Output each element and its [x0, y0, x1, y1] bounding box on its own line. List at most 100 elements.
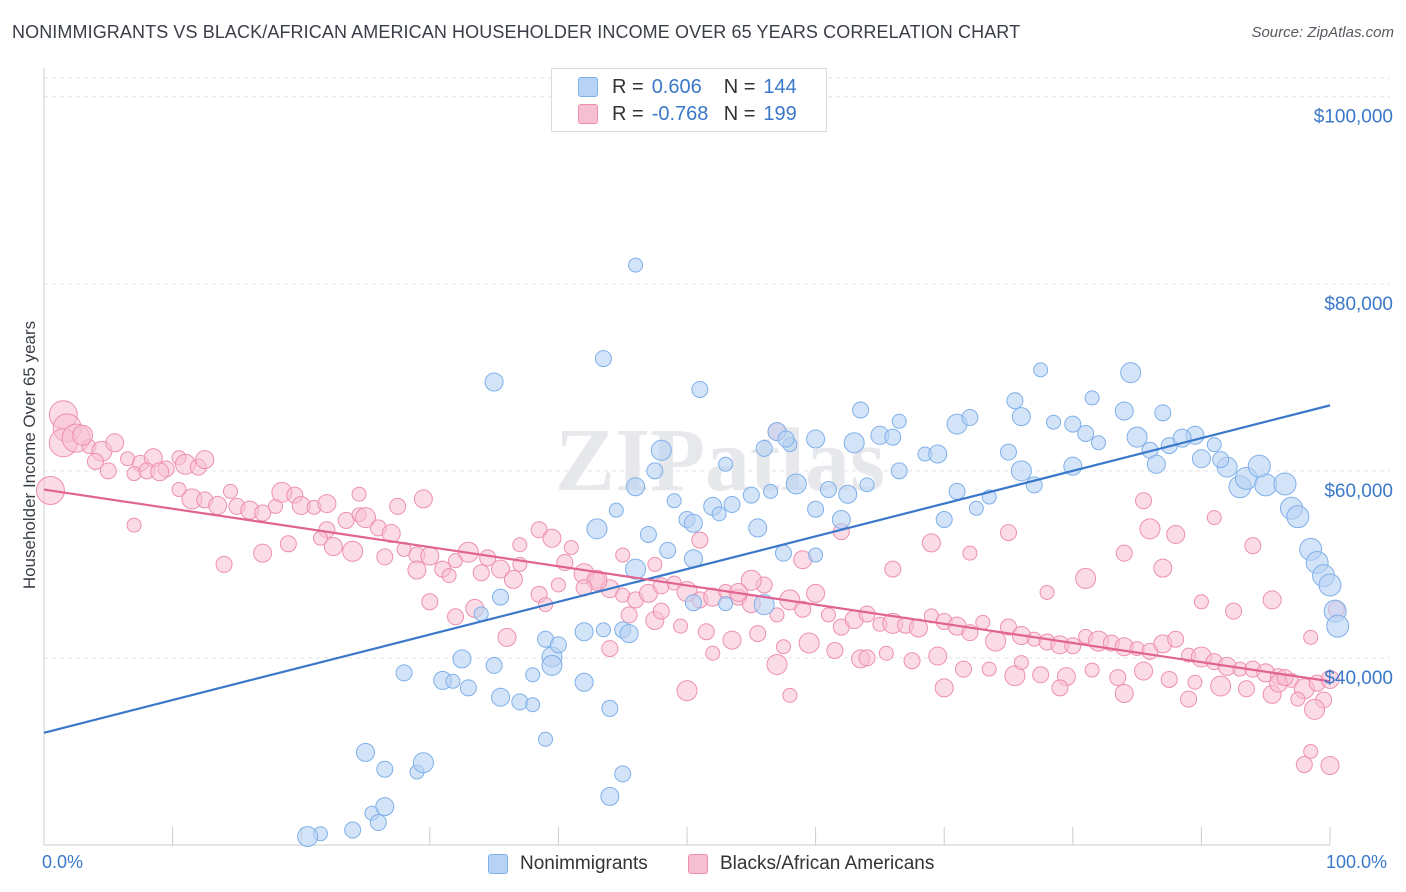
data-point-blacks: [1276, 669, 1294, 687]
data-point-blacks: [1114, 683, 1134, 703]
data-point-nonimmigrants: [452, 649, 472, 669]
data-point-blacks: [126, 517, 142, 533]
data-point-blacks: [601, 640, 619, 658]
data-point-blacks: [740, 569, 762, 591]
data-point-blacks: [503, 569, 523, 589]
data-point-nonimmigrants: [884, 428, 902, 446]
data-point-blacks: [1237, 680, 1255, 698]
data-point-blacks: [1000, 524, 1017, 542]
data-point-nonimmigrants: [859, 477, 875, 493]
data-point-nonimmigrants: [1326, 614, 1350, 638]
data-point-blacks: [1051, 679, 1069, 697]
data-point-nonimmigrants: [891, 413, 907, 429]
data-point-nonimmigrants: [344, 821, 362, 839]
data-point-blacks: [884, 560, 902, 578]
data-point-nonimmigrants: [890, 462, 908, 480]
data-point-blacks: [620, 606, 638, 624]
data-point-nonimmigrants: [511, 693, 529, 711]
data-point-blacks: [317, 494, 337, 514]
data-point-blacks: [769, 607, 785, 623]
y-tick-label: $80,000: [1324, 294, 1393, 315]
bottom-legend-label: Blacks/African Americans: [720, 853, 935, 874]
data-point-blacks: [195, 450, 215, 470]
data-point-blacks: [472, 564, 490, 582]
data-point-blacks: [222, 483, 238, 499]
data-point-blacks: [766, 653, 788, 675]
data-point-nonimmigrants: [774, 544, 792, 562]
data-point-blacks: [254, 504, 272, 522]
data-point-nonimmigrants: [1318, 573, 1342, 597]
data-point-blacks: [1295, 756, 1313, 774]
data-point-nonimmigrants: [491, 687, 511, 707]
data-point-nonimmigrants: [646, 462, 664, 480]
data-point-blacks: [99, 462, 117, 480]
source-label: Source: ZipAtlas.com: [1251, 24, 1394, 41]
data-point-blacks: [530, 521, 548, 539]
data-point-nonimmigrants: [843, 432, 865, 454]
data-point-blacks: [208, 495, 228, 515]
n-label: N =: [723, 102, 756, 125]
data-point-nonimmigrants: [928, 444, 948, 464]
data-point-blacks: [722, 630, 742, 650]
data-point-blacks: [389, 497, 407, 515]
data-point-blacks: [962, 545, 978, 561]
x-tick-max: 100.0%: [1326, 852, 1388, 872]
r-label: R =: [612, 75, 644, 98]
series-nonimmigrants-points: [297, 257, 1350, 848]
data-point-nonimmigrants: [691, 380, 709, 398]
data-point-nonimmigrants: [831, 509, 851, 529]
data-point-nonimmigrants: [819, 481, 837, 499]
data-point-blacks: [1303, 629, 1319, 645]
gridlines: [44, 77, 1390, 659]
data-point-nonimmigrants: [473, 606, 489, 622]
data-point-nonimmigrants: [755, 439, 773, 457]
data-point-nonimmigrants: [375, 797, 395, 817]
data-point-blacks: [420, 546, 440, 566]
data-point-nonimmigrants: [742, 486, 760, 504]
data-point-blacks: [253, 543, 273, 563]
data-point-blacks: [1115, 544, 1133, 562]
data-point-blacks: [934, 678, 954, 698]
n-label: N =: [723, 75, 756, 98]
data-point-blacks: [775, 639, 791, 655]
data-point-blacks: [1139, 518, 1161, 540]
data-point-nonimmigrants: [718, 456, 734, 472]
data-point-blacks: [407, 560, 427, 580]
data-point-nonimmigrants: [485, 656, 503, 674]
data-point-nonimmigrants: [549, 636, 567, 654]
data-point-blacks: [1225, 602, 1243, 620]
data-point-blacks: [1075, 567, 1097, 589]
data-point-blacks: [171, 482, 187, 498]
y-tick-label: $40,000: [1324, 668, 1393, 689]
data-point-nonimmigrants: [711, 506, 727, 522]
data-point-blacks: [806, 583, 826, 603]
data-point-nonimmigrants: [1191, 449, 1211, 469]
data-point-nonimmigrants: [806, 429, 826, 449]
data-point-nonimmigrants: [369, 814, 387, 832]
data-point-blacks: [878, 645, 894, 661]
data-point-blacks: [975, 614, 991, 630]
data-point-nonimmigrants: [1064, 415, 1082, 433]
data-point-nonimmigrants: [376, 760, 394, 778]
data-point-nonimmigrants: [807, 500, 825, 518]
data-point-blacks: [1180, 690, 1198, 708]
bottom-legend-label: Nonimmigrants: [520, 853, 648, 874]
data-point-blacks: [673, 618, 689, 634]
data-point-blacks: [1167, 630, 1185, 648]
data-point-nonimmigrants: [650, 439, 672, 461]
data-point-blacks: [928, 646, 948, 666]
data-point-nonimmigrants: [395, 664, 413, 682]
data-point-blacks: [794, 600, 812, 618]
data-point-nonimmigrants: [808, 547, 824, 563]
data-point-blacks: [323, 537, 343, 557]
data-point-blacks: [954, 660, 972, 678]
data-point-blacks: [1109, 669, 1127, 687]
data-point-blacks: [1160, 670, 1178, 688]
legend-row-blacks: R = -0.768 N = 199: [578, 102, 797, 126]
legend-swatch-blue: [578, 77, 598, 97]
data-point-nonimmigrants: [619, 624, 639, 644]
data-point-nonimmigrants: [628, 257, 644, 273]
data-point-blacks: [1153, 558, 1173, 578]
data-point-blacks: [782, 687, 798, 703]
data-point-nonimmigrants: [1286, 505, 1310, 529]
